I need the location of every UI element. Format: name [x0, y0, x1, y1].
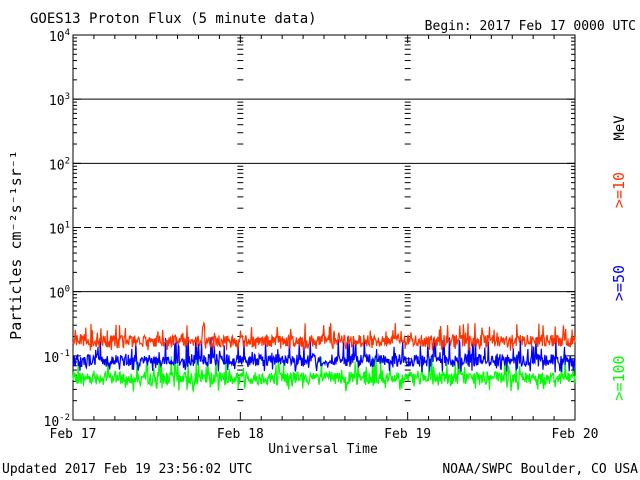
- y-tick-label: 103: [49, 92, 70, 109]
- y-tick-base: 10: [49, 287, 65, 302]
- y-tick-base: 10: [44, 351, 60, 366]
- y-tick-exponent: 3: [65, 92, 70, 102]
- y-tick-base: 10: [49, 223, 65, 238]
- y-tick-label: 102: [49, 156, 70, 173]
- y-axis-label-text: Particles cm⁻²s⁻¹sr⁻¹: [7, 150, 25, 340]
- y-tick-base: 10: [49, 158, 65, 173]
- y-tick-exponent: -1: [59, 349, 70, 359]
- x-tick-label: Feb 20: [552, 427, 599, 442]
- x-tick-label: Feb 18: [217, 427, 264, 442]
- x-axis-label: Universal Time: [268, 442, 378, 457]
- y-tick-exponent: 4: [65, 28, 70, 38]
- legend-label: >=10: [610, 172, 628, 208]
- series-line: [72, 355, 576, 394]
- y-tick-label: 10-2: [44, 413, 71, 430]
- series-line: [72, 320, 576, 352]
- y-tick-exponent: 1: [65, 221, 70, 231]
- y-tick-base: 10: [49, 94, 65, 109]
- y-tick-exponent: 2: [65, 156, 70, 166]
- y-tick-exponent: -2: [59, 413, 70, 423]
- y-tick-label: 101: [49, 221, 70, 238]
- footer-updated: Updated 2017 Feb 19 23:56:02 UTC: [2, 462, 252, 477]
- y-axis-label: Particles cm⁻²s⁻¹sr⁻¹: [7, 150, 25, 340]
- y-tick-label: 10-1: [44, 349, 71, 366]
- legend-unit: MeV: [612, 115, 628, 141]
- y-tick-base: 10: [44, 415, 60, 430]
- chart-title: GOES13 Proton Flux (5 minute data): [30, 11, 317, 27]
- y-tick-label: 104: [49, 28, 70, 45]
- y-tick-exponent: 0: [65, 285, 70, 295]
- y-tick-label: 100: [49, 285, 70, 302]
- series-line: [72, 336, 576, 373]
- x-tick-label: Feb 19: [384, 427, 431, 442]
- begin-time: Begin: 2017 Feb 17 0000 UTC: [425, 19, 636, 34]
- plot-area: Feb 17 Feb 18 Feb 19 Feb 201041031021011001…: [44, 28, 599, 442]
- footer-source: NOAA/SWPC Boulder, CO USA: [442, 462, 638, 477]
- x-tick-label: Feb 17: [50, 427, 97, 442]
- y-tick-base: 10: [49, 30, 65, 45]
- legend-label: >=100: [610, 355, 628, 400]
- legend-label: >=50: [610, 265, 628, 301]
